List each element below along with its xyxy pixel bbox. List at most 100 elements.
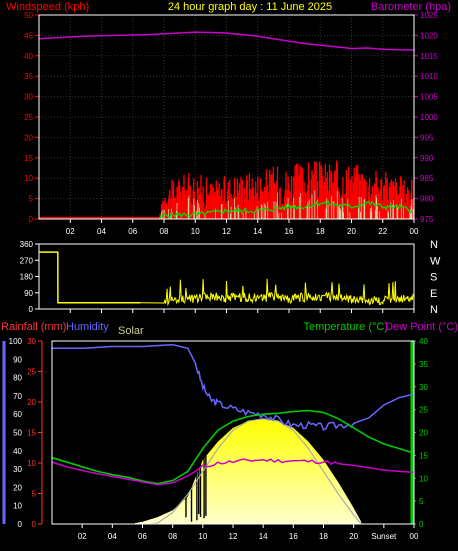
- time-tick-label: 20: [347, 227, 356, 236]
- solar-gap: [185, 432, 187, 518]
- compass-label: E: [430, 288, 437, 300]
- temperature-tick-label: 5: [419, 497, 424, 506]
- rainfall-tick-label: 30: [27, 337, 36, 346]
- dewpoint-axis-title: Dew Point (°C): [385, 321, 458, 333]
- time-tick-label: 06: [138, 532, 147, 541]
- humidity-tick-label: 70: [13, 392, 22, 401]
- rainfall-tick-label: 10: [27, 459, 36, 468]
- temperature-tick-label: 15: [419, 451, 428, 460]
- windspeed-tick-label: 45: [24, 31, 33, 40]
- compass-label: S: [430, 272, 437, 284]
- time-tick-label: 18: [319, 532, 328, 541]
- temperature-tick-label: 30: [419, 383, 428, 392]
- windspeed-tick-label: 20: [24, 133, 33, 142]
- barometer-tick-label: 1005: [420, 93, 438, 102]
- time-tick-label: 18: [316, 227, 325, 236]
- rainfall-tick-label: 20: [27, 398, 36, 407]
- solar-gap: [198, 432, 200, 514]
- dewpoint-line: [51, 458, 415, 486]
- temperature-tick-label: 35: [419, 360, 428, 369]
- humidity-tick-label: 90: [13, 355, 22, 364]
- solar-axis-title: Solar: [118, 325, 144, 337]
- windspeed-tick-label: 5: [29, 195, 34, 204]
- time-tick-label: 16: [289, 532, 298, 541]
- compass-label: N: [430, 304, 438, 316]
- plot-frame: [38, 243, 415, 310]
- rainfall-tick-label: 5: [32, 490, 37, 499]
- humidity-tick-label: 60: [13, 410, 22, 419]
- direction-tick-label: 270: [20, 256, 34, 265]
- compass-label: W: [430, 255, 441, 267]
- barometer-tick-label: 985: [420, 174, 434, 183]
- plot-frame: [51, 340, 415, 525]
- barometer-tick-label: 1015: [420, 52, 438, 61]
- solar-gap: [196, 432, 198, 521]
- windspeed-tick-label: 15: [24, 154, 33, 163]
- direction-tick-label: 0: [29, 305, 34, 314]
- time-tick-label: 14: [253, 227, 262, 236]
- solar-gap: [203, 432, 205, 519]
- time-tick-label: 10: [198, 532, 207, 541]
- humidity-tick-label: 80: [13, 374, 22, 383]
- barometer-tick-label: 975: [420, 215, 434, 224]
- time-tick-label: 12: [229, 532, 238, 541]
- barometer-tick-label: 1010: [420, 72, 438, 81]
- solar-max-line: [149, 418, 362, 525]
- rainfall-tick-label: 25: [27, 368, 36, 377]
- solar-gap: [205, 432, 207, 516]
- temperature-humidity-panel: 0 10 20 30 40 50 60 70 80 90 10 00 5 10 15 20 25 30 0 5 10 15…: [2, 337, 428, 541]
- time-tick-label: 12: [222, 227, 231, 236]
- humidity-axis-title: Humidity: [66, 321, 109, 333]
- barometer-tick-label: 995: [420, 133, 434, 142]
- barometer-tick-label: 1025: [420, 11, 438, 20]
- windspeed-tick-label: 50: [24, 11, 33, 20]
- solar-gap: [190, 432, 193, 522]
- average-wind-line: [158, 199, 413, 220]
- time-tick-label: 22: [378, 227, 387, 236]
- time-tick-label: 20: [349, 532, 358, 541]
- direction-tick-label: 360: [20, 240, 34, 249]
- time-tick-label: Sunset: [371, 532, 397, 541]
- barometer-tick-label: 990: [420, 154, 434, 163]
- time-tick-label: 02: [66, 227, 75, 236]
- windspeed-axis-title: Windspeed (kph): [6, 1, 89, 13]
- time-tick-label: 08: [160, 227, 169, 236]
- humidity-tick-label: 20: [13, 483, 22, 492]
- humidity-tick-label: 50: [13, 429, 22, 438]
- wind-barometer-panel: 0510152025303540455097598098599099510001…: [24, 11, 438, 236]
- direction-tick-label: 90: [24, 289, 33, 298]
- windspeed-tick-label: 40: [24, 52, 33, 61]
- temperature-tick-label: 0: [419, 520, 424, 529]
- time-tick-label: 10: [191, 227, 200, 236]
- temperature-tick-label: 10: [419, 474, 428, 483]
- windspeed-tick-label: 10: [24, 174, 33, 183]
- time-tick-label: 06: [128, 227, 137, 236]
- barometer-axis-title: Barometer (hpa): [371, 1, 451, 13]
- time-tick-label: 00: [410, 227, 419, 236]
- barometer-tick-label: 1020: [420, 31, 438, 40]
- time-tick-label: 04: [108, 532, 117, 541]
- direction-tick-label: 180: [20, 273, 34, 282]
- time-tick-label: 00: [410, 532, 419, 541]
- windspeed-tick-label: 0: [29, 215, 34, 224]
- rainfall-tick-label: 0: [32, 520, 37, 529]
- windspeed-tick-label: 25: [24, 113, 33, 122]
- time-tick-label: 08: [168, 532, 177, 541]
- temperature-tick-label: 20: [419, 429, 428, 438]
- humidity-tick-label: 10: [13, 502, 22, 511]
- plot-frame: [38, 14, 415, 220]
- barometer-line: [38, 31, 415, 51]
- humidity-tick-label: 40: [13, 447, 22, 456]
- direction-line: [39, 251, 141, 304]
- temperature-tick-label: 40: [419, 337, 428, 346]
- rainfall-tick-label: 15: [27, 429, 36, 438]
- graph-title: 24 hour graph day : 11 June 2025: [168, 1, 332, 13]
- barometer-tick-label: 1000: [420, 113, 438, 122]
- time-tick-label: 02: [78, 532, 87, 541]
- barometer-tick-label: 980: [420, 195, 434, 204]
- humidity-tick-label: 100: [9, 337, 23, 346]
- wind-direction-panel: 0 N 90 E 180 S 270 W 360 N: [20, 239, 441, 316]
- time-tick-label: 14: [259, 532, 268, 541]
- time-tick-label: 16: [285, 227, 294, 236]
